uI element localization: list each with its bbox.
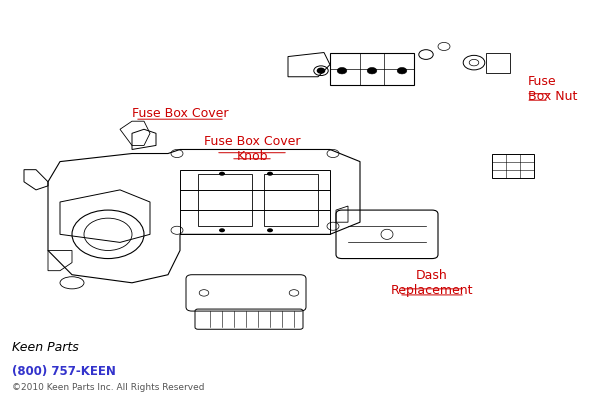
Text: ©2010 Keen Parts Inc. All Rights Reserved: ©2010 Keen Parts Inc. All Rights Reserve… <box>12 383 205 392</box>
Circle shape <box>317 68 325 73</box>
Text: Dash
Replacement: Dash Replacement <box>391 269 473 297</box>
Text: Fuse Box Cover: Fuse Box Cover <box>132 107 228 120</box>
Circle shape <box>267 172 273 176</box>
Bar <box>330 53 414 85</box>
Text: Keen Parts: Keen Parts <box>12 341 79 354</box>
Text: Fuse
Box Nut: Fuse Box Nut <box>528 75 577 103</box>
Circle shape <box>337 67 347 74</box>
Circle shape <box>219 172 225 176</box>
Text: Fuse Box Cover
Knob: Fuse Box Cover Knob <box>204 135 300 164</box>
Circle shape <box>397 67 407 74</box>
Bar <box>492 154 534 178</box>
Circle shape <box>267 228 273 232</box>
Circle shape <box>367 67 377 74</box>
Circle shape <box>219 228 225 232</box>
Text: (800) 757-KEEN: (800) 757-KEEN <box>12 365 116 378</box>
